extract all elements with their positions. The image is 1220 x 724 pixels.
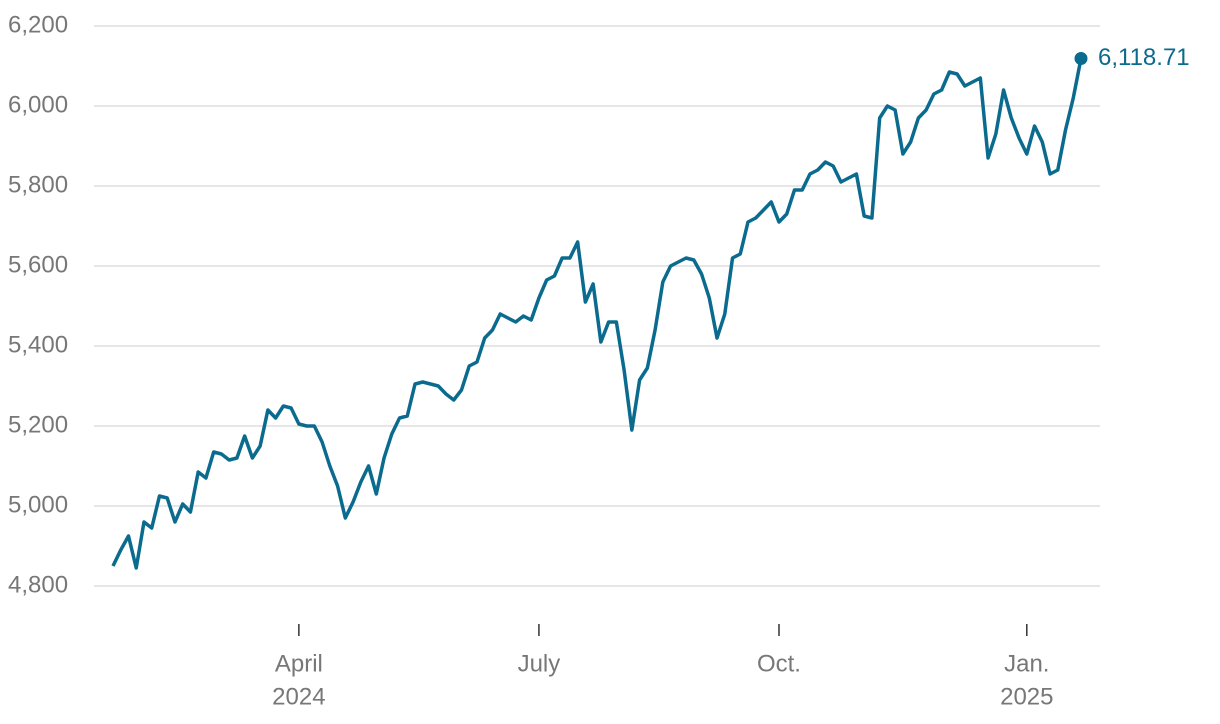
y-tick-label: 4,800 (8, 571, 68, 598)
y-tick-label: 5,400 (8, 331, 68, 358)
x-tick-label: Oct. (757, 650, 801, 677)
value-label: 6,118.71 (1098, 44, 1190, 71)
x-tick-label: July (518, 650, 561, 677)
end-point (1074, 52, 1088, 66)
y-tick-label: 6,000 (8, 91, 68, 118)
y-tick-label: 5,000 (8, 491, 68, 518)
x-tick-label: April (275, 650, 323, 677)
y-tick-label: 5,800 (8, 171, 68, 198)
x-tick-sublabel: 2024 (272, 683, 325, 710)
series-line (111, 58, 1083, 570)
y-tick-label: 5,600 (8, 251, 68, 278)
x-tick-sublabel: 2025 (1000, 683, 1053, 710)
x-tick-label: Jan. (1004, 650, 1049, 677)
y-tick-label: 5,200 (8, 411, 68, 438)
y-tick-label: 6,200 (8, 11, 68, 38)
